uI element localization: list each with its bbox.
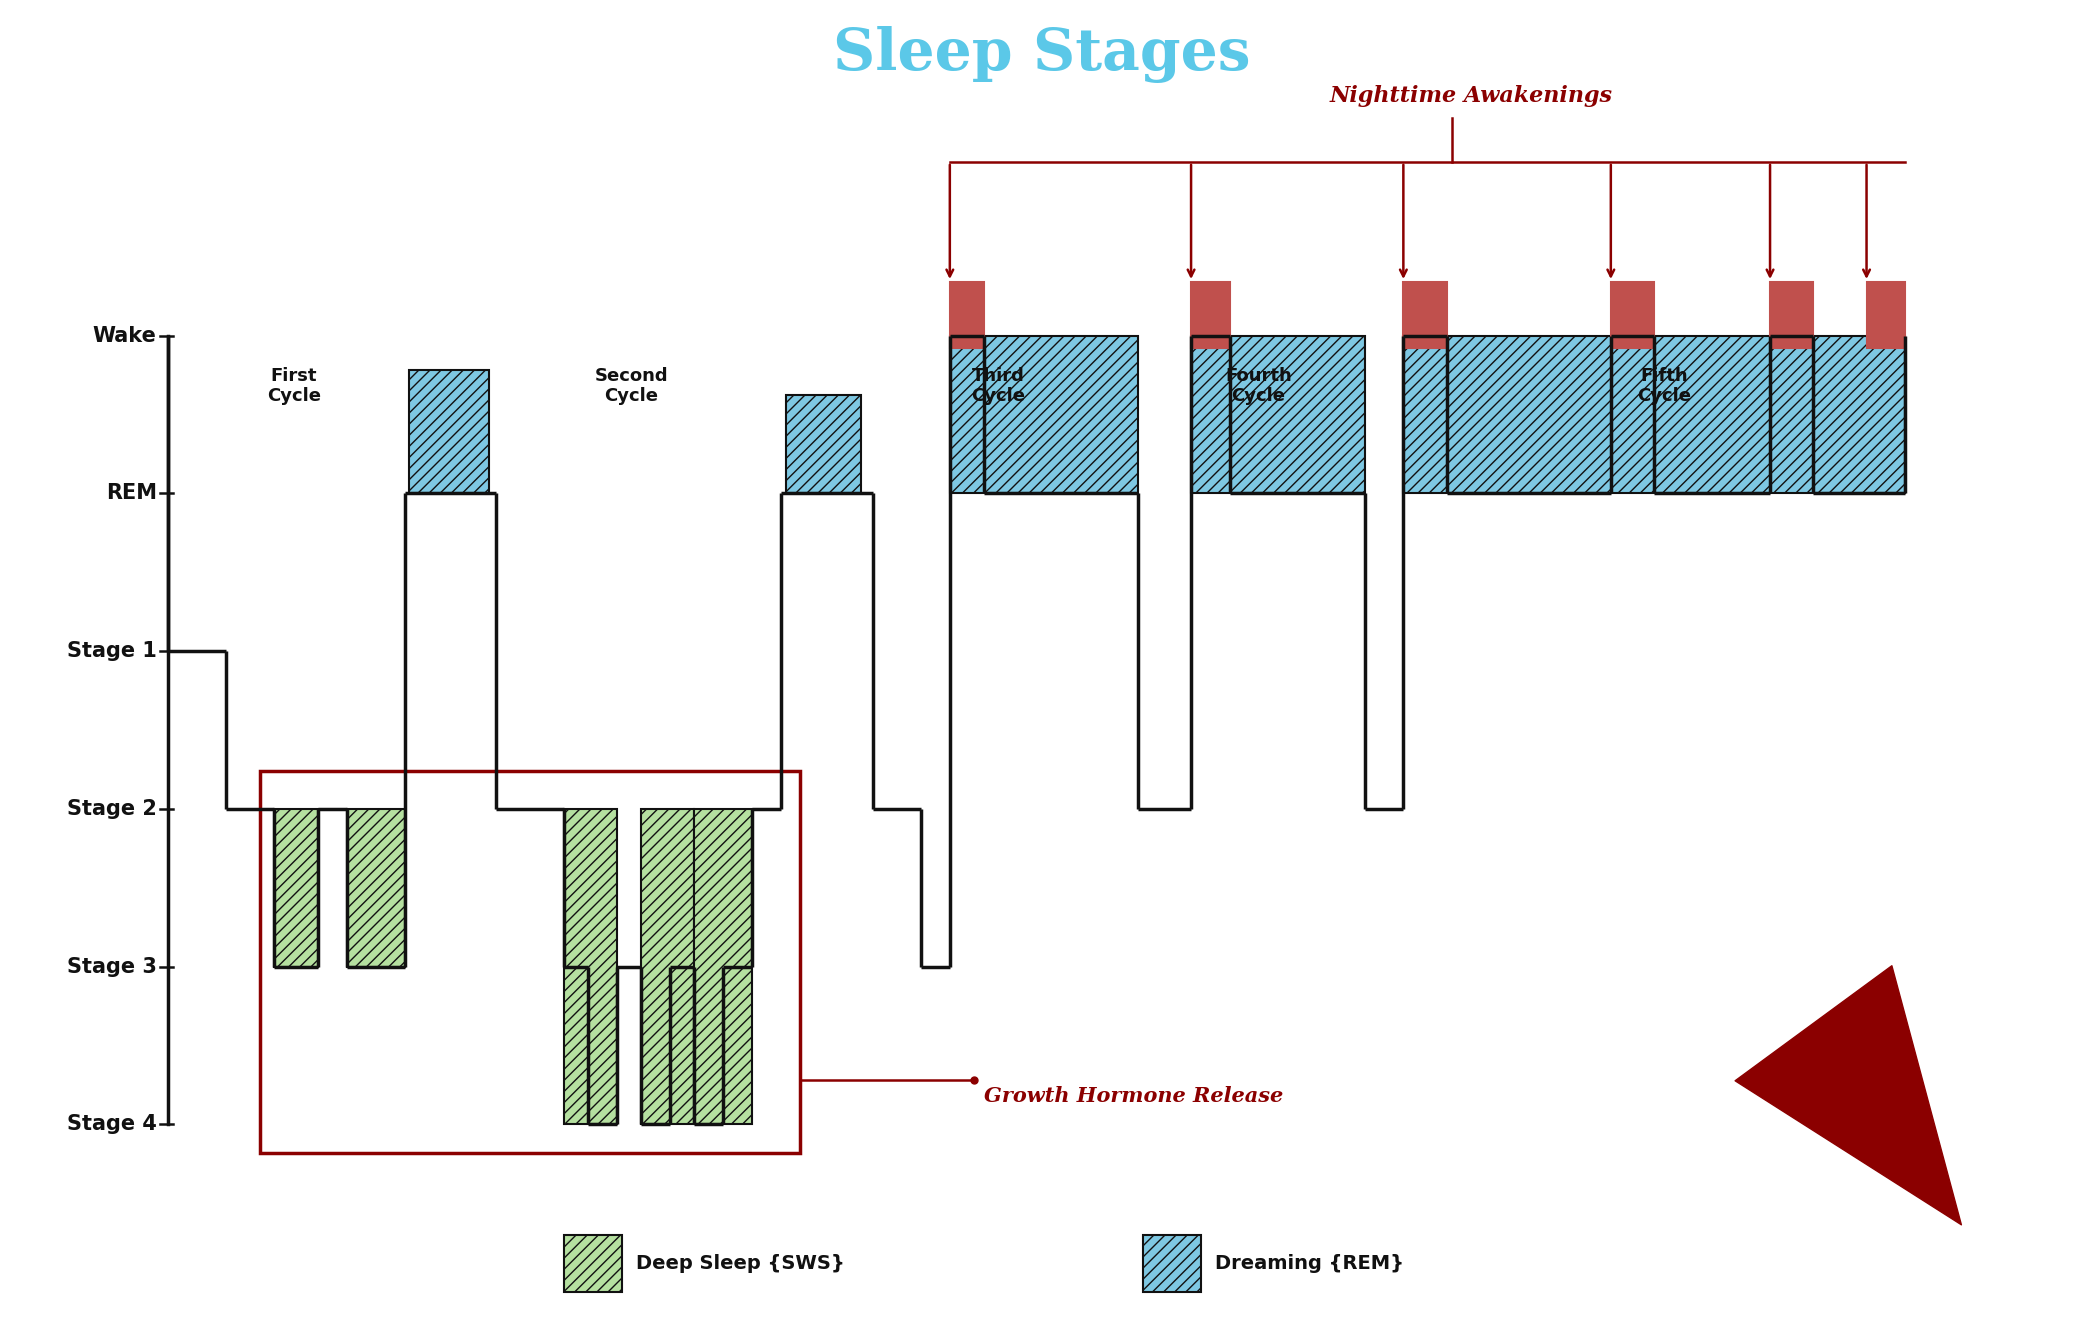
Text: Growth Hormone Release: Growth Hormone Release [983, 1086, 1283, 1106]
Bar [950, 336, 1137, 493]
Bar [564, 1235, 621, 1292]
Text: Nighttime Awakenings: Nighttime Awakenings [1329, 84, 1612, 107]
Text: Wake: Wake [94, 326, 156, 345]
Text: Stage 1: Stage 1 [67, 641, 156, 662]
Text: Stage 3: Stage 3 [67, 957, 156, 977]
Bar [260, 771, 800, 1153]
Bar [346, 809, 404, 966]
Bar [1610, 282, 1654, 348]
Text: Deep Sleep {SWS}: Deep Sleep {SWS} [635, 1253, 846, 1273]
Text: Dreaming {REM}: Dreaming {REM} [1214, 1253, 1404, 1273]
Text: REM: REM [106, 484, 156, 503]
Text: First
Cycle: First Cycle [267, 366, 321, 406]
Bar [1866, 282, 1906, 348]
Text: Sleep Stages: Sleep Stages [833, 26, 1250, 83]
Bar [785, 395, 860, 493]
Bar [950, 282, 983, 348]
Text: Fifth
Cycle: Fifth Cycle [1637, 366, 1691, 406]
Text: Fourth
Cycle: Fourth Cycle [1225, 366, 1291, 406]
Bar [1771, 282, 1814, 348]
Bar [1191, 282, 1229, 348]
Text: Second
Cycle: Second Cycle [594, 366, 669, 406]
Text: Stage 4: Stage 4 [67, 1115, 156, 1135]
Bar [275, 809, 319, 966]
Bar [1404, 282, 1448, 348]
Bar [642, 809, 694, 1124]
Text: Third
Cycle: Third Cycle [971, 366, 1025, 406]
Bar [1191, 336, 1364, 493]
Bar [410, 370, 490, 493]
Bar [1404, 336, 1906, 493]
Text: Stage 2: Stage 2 [67, 799, 156, 818]
Bar [564, 809, 617, 1124]
Bar [1144, 1235, 1200, 1292]
Bar [694, 809, 752, 1124]
